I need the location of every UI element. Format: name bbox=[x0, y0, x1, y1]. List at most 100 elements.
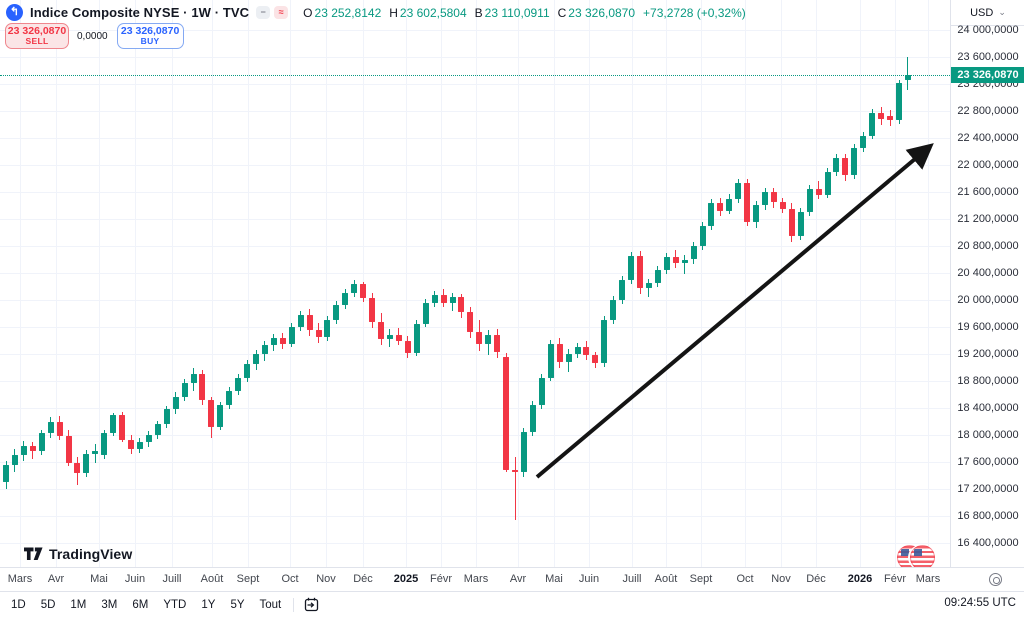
vertical-gridline bbox=[781, 0, 782, 567]
time-axis-label: Juin bbox=[578, 573, 600, 585]
candle bbox=[485, 335, 492, 344]
range-button-ytd[interactable]: YTD bbox=[163, 598, 187, 611]
price-axis[interactable]: USD ⌄ 23 326,0870 24 000,0000 23 600,0000… bbox=[950, 0, 1024, 567]
tradingview-logo-text: TradingView bbox=[49, 546, 133, 562]
trend-arrow-drawing[interactable] bbox=[0, 0, 950, 567]
tradingview-logo-icon bbox=[24, 547, 43, 561]
vertical-gridline bbox=[928, 0, 929, 567]
time-axis-label: Août bbox=[654, 573, 678, 585]
horizontal-gridline bbox=[0, 218, 950, 220]
candle bbox=[726, 198, 733, 211]
vertical-gridline bbox=[701, 0, 702, 567]
candle bbox=[904, 75, 911, 81]
candle bbox=[824, 171, 831, 195]
price-axis-label: 16 800,0000 bbox=[957, 510, 1019, 523]
sell-button[interactable]: 23 326,0870 SELL bbox=[5, 23, 69, 49]
date-range-switcher: 1D 5D 1M 3M 6M YTD 1Y 5Y Tout bbox=[0, 599, 281, 611]
candle bbox=[503, 356, 510, 471]
horizontal-gridline bbox=[0, 56, 950, 58]
buy-button[interactable]: 23 326,0870 BUY bbox=[116, 23, 184, 49]
ohlc-readout: O 23 252,8142 H 23 602,5804 B 23 110,091… bbox=[303, 6, 746, 20]
candle bbox=[404, 340, 411, 353]
go-to-date-icon[interactable] bbox=[304, 597, 319, 612]
country-flags-icon[interactable] bbox=[897, 545, 939, 567]
candle bbox=[261, 345, 268, 354]
vertical-gridline bbox=[666, 0, 667, 567]
horizontal-gridline bbox=[0, 110, 950, 112]
vertical-gridline bbox=[518, 0, 519, 567]
candle-wick bbox=[514, 457, 516, 521]
vertical-gridline bbox=[290, 0, 291, 567]
wave-indicator-icon[interactable]: ≈ bbox=[274, 6, 289, 19]
symbol-logo-icon: ↰ bbox=[6, 4, 23, 21]
candle bbox=[520, 431, 527, 473]
candle bbox=[181, 383, 188, 397]
price-axis-label: 20 400,0000 bbox=[957, 267, 1019, 279]
high-label: H bbox=[389, 5, 398, 20]
scroll-to-realtime-icon[interactable] bbox=[989, 573, 1002, 586]
candle bbox=[717, 203, 724, 211]
candle bbox=[306, 314, 313, 331]
horizontal-gridline bbox=[0, 191, 950, 193]
vertical-gridline bbox=[476, 0, 477, 567]
symbol-legend[interactable]: ↰ Indice Composite NYSE · 1W · TVC − ≈ O… bbox=[6, 4, 746, 21]
time-axis-label: Juill bbox=[622, 573, 642, 585]
candle bbox=[806, 188, 813, 213]
candle bbox=[3, 464, 9, 483]
sell-label: SELL bbox=[25, 36, 49, 47]
current-price-tag: 23 326,0870 bbox=[951, 67, 1024, 84]
candle bbox=[172, 396, 179, 410]
change-value: +73,2728 (+0,32%) bbox=[643, 5, 746, 20]
flat-line-indicator-icon[interactable]: − bbox=[256, 6, 271, 19]
range-button-5d[interactable]: 5D bbox=[40, 598, 56, 611]
candle bbox=[386, 335, 393, 340]
candle bbox=[619, 279, 626, 300]
candle bbox=[360, 284, 367, 298]
range-button-6m[interactable]: 6M bbox=[132, 598, 149, 611]
vertical-gridline bbox=[745, 0, 746, 567]
price-axis-label: 16 400,0000 bbox=[957, 537, 1019, 550]
candle-wick bbox=[648, 279, 650, 298]
vertical-gridline bbox=[326, 0, 327, 567]
candle bbox=[199, 374, 206, 400]
candle bbox=[592, 355, 599, 364]
range-button-1m[interactable]: 1M bbox=[70, 598, 87, 611]
toolbar-divider bbox=[293, 597, 295, 612]
time-axis-label: Oct bbox=[281, 573, 299, 585]
horizontal-gridline bbox=[0, 408, 950, 410]
time-axis-label: Juin bbox=[124, 573, 146, 585]
price-axis-label: 18 400,0000 bbox=[957, 402, 1019, 415]
time-axis-label: Août bbox=[200, 573, 224, 585]
time-axis-label: Juill bbox=[162, 573, 182, 585]
candle bbox=[628, 256, 635, 280]
range-button-3m[interactable]: 3M bbox=[101, 598, 118, 611]
chart-plot-area[interactable]: ↰ Indice Composite NYSE · 1W · TVC − ≈ O… bbox=[0, 0, 950, 567]
candle bbox=[860, 135, 867, 149]
symbol-title[interactable]: Indice Composite NYSE · 1W · TVC bbox=[30, 5, 250, 20]
time-axis-label: 2025 bbox=[393, 573, 419, 585]
candle bbox=[663, 257, 670, 270]
price-axis-label: 19 600,0000 bbox=[957, 321, 1019, 333]
flag-icon bbox=[910, 545, 935, 567]
range-button-1y[interactable]: 1Y bbox=[201, 598, 216, 611]
candle bbox=[574, 347, 581, 354]
utc-clock[interactable]: 09:24:55 UTC bbox=[944, 597, 1016, 609]
candle bbox=[529, 405, 536, 432]
horizontal-gridline bbox=[0, 137, 950, 139]
time-axis[interactable]: Mars Avr Mai Juin Juill Août Sept Oct Nov Déc 2025… bbox=[0, 567, 1024, 592]
candle bbox=[467, 312, 474, 333]
range-button-1d[interactable]: 1D bbox=[11, 598, 26, 611]
candle bbox=[833, 158, 840, 172]
candle bbox=[869, 113, 876, 136]
candle bbox=[29, 446, 36, 452]
currency-value: USD bbox=[970, 6, 994, 19]
candle bbox=[654, 269, 661, 284]
price-axis-label: 19 200,0000 bbox=[957, 348, 1019, 360]
range-button-5y[interactable]: 5Y bbox=[230, 598, 245, 611]
currency-selector[interactable]: USD ⌄ bbox=[951, 0, 1024, 26]
tradingview-logo[interactable]: TradingView bbox=[24, 546, 132, 562]
range-button-tout[interactable]: Tout bbox=[259, 598, 282, 611]
candle bbox=[226, 391, 233, 406]
horizontal-gridline bbox=[0, 273, 950, 274]
